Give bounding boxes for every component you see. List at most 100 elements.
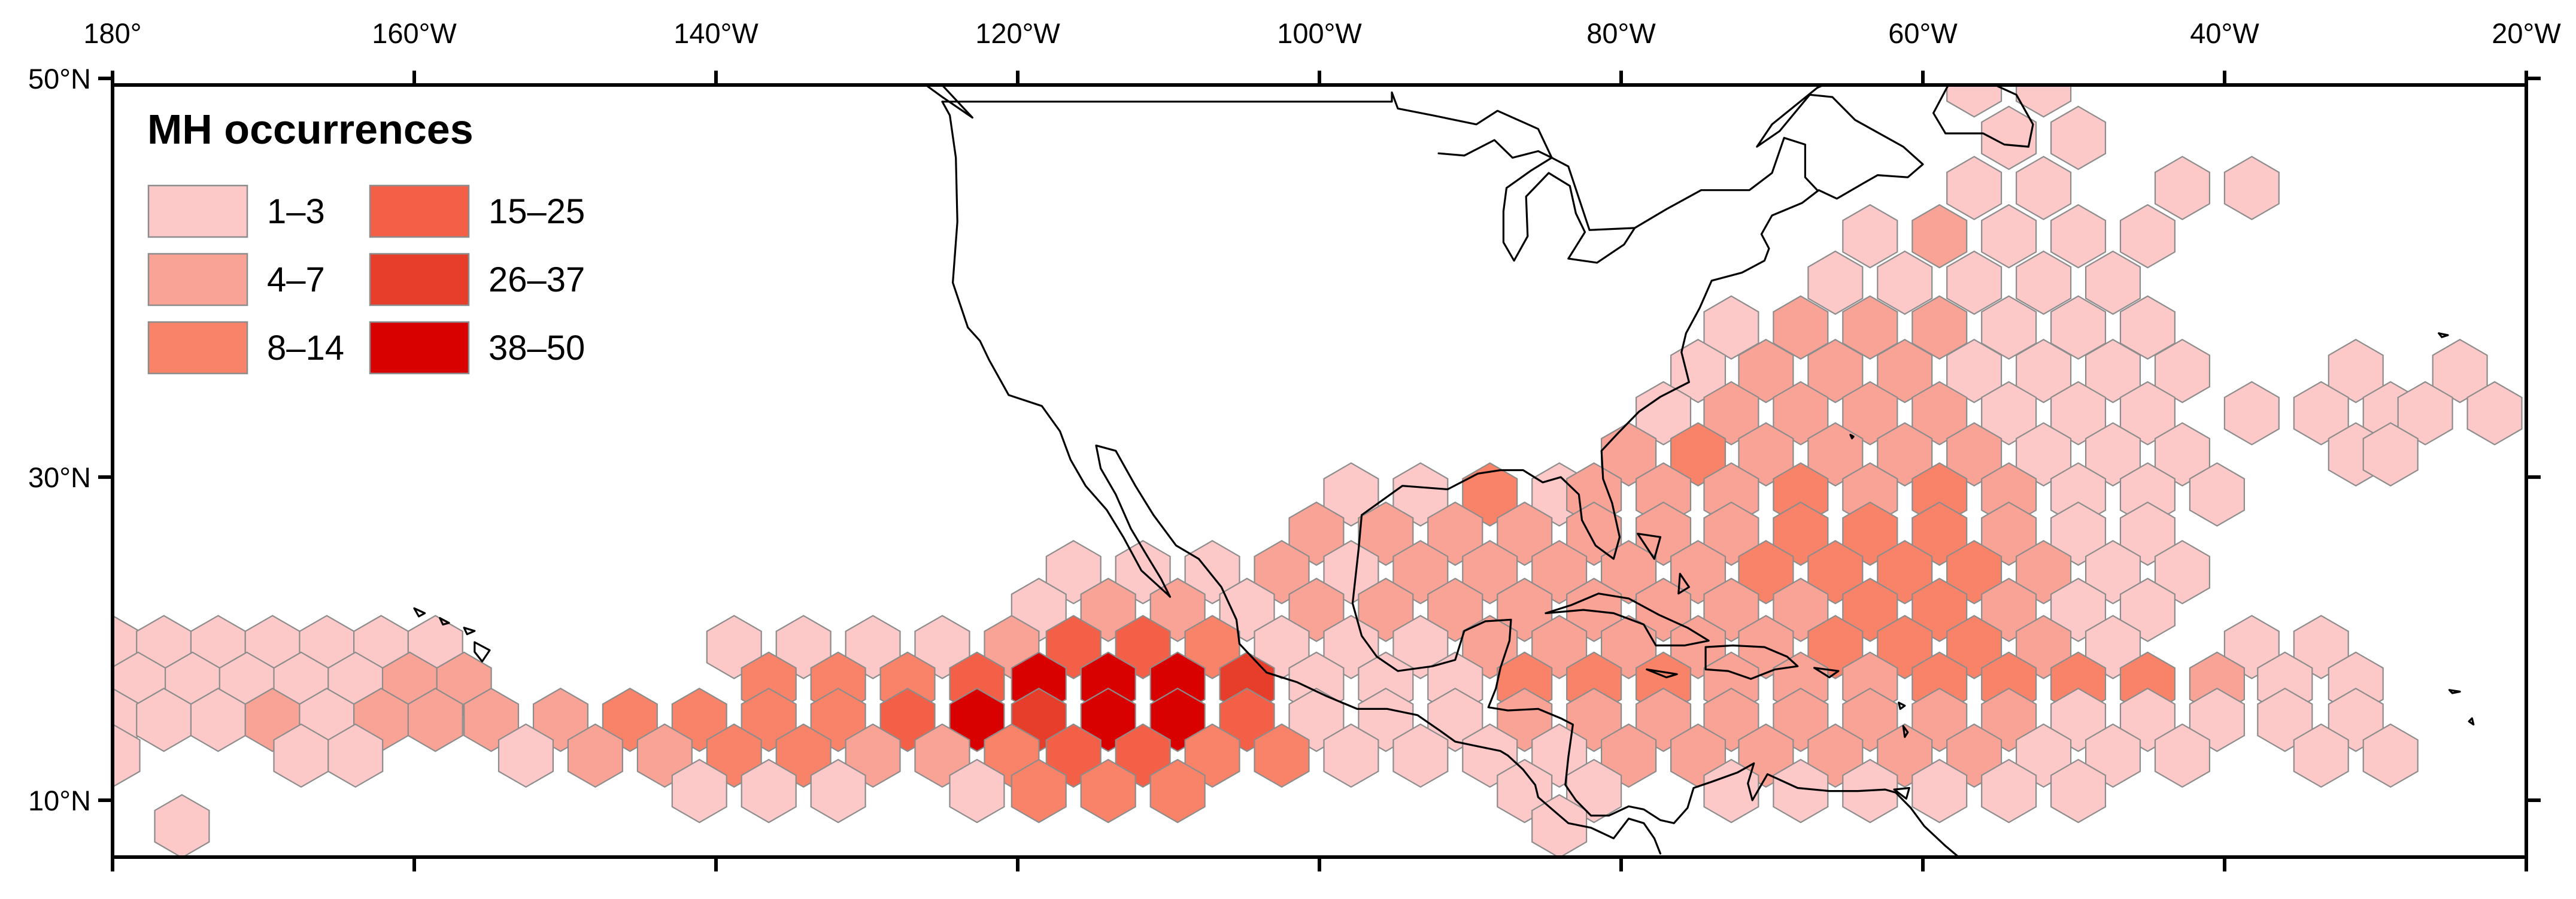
hex-cell: [1392, 540, 1449, 605]
hex-cell: [2050, 381, 2107, 446]
coastline: [463, 627, 476, 636]
hex-cell: [810, 687, 866, 752]
hex-cell: [1358, 578, 1414, 642]
hex-cell: [1981, 578, 2037, 642]
hex-cell: [1184, 540, 1240, 605]
coastline: [1813, 667, 1840, 679]
hex-cell: [1531, 540, 1588, 605]
coastline: [2569, 426, 2576, 432]
hex-cell: [1427, 687, 1483, 752]
hex-cell: [1981, 204, 2037, 269]
hex-cell: [2154, 339, 2210, 403]
longitude-tick-label: 140°W: [673, 17, 758, 49]
hex-cell: [1911, 501, 1968, 566]
hex-cell: [2085, 615, 2141, 679]
legend-swatch: [147, 253, 248, 306]
hex-cell: [407, 687, 463, 752]
legend-swatch: [369, 253, 470, 306]
hex-cell: [154, 794, 210, 857]
hex-cell: [1566, 687, 1622, 752]
hex-cell: [1911, 295, 1968, 360]
hex-cell: [2016, 615, 2072, 679]
hex-cell: [2050, 578, 2107, 642]
hex-cell: [1773, 687, 1829, 752]
hex-cell: [1911, 381, 1968, 446]
hex-cell: [671, 687, 727, 752]
hex-cell: [2154, 540, 2210, 605]
hex-cell: [2328, 687, 2384, 752]
hex-cell: [1877, 422, 1933, 487]
longitude-tick-label: 80°W: [1586, 17, 1656, 49]
hex-cell: [1807, 250, 1864, 315]
top-longitude-axis: 180° 160°W 140°W 120°W 100°W 80°W 60°W 40°W 20°W: [83, 17, 2561, 85]
hex-cell: [2223, 615, 2280, 679]
hex-cell: [1946, 422, 2002, 487]
hex-cell: [1323, 615, 1379, 679]
coastline: [2448, 689, 2461, 694]
legend-label: 26–37: [489, 260, 585, 299]
legend-swatch: [147, 321, 248, 375]
hex-cell: [1946, 156, 2002, 220]
right-latitude-axis: [2526, 77, 2541, 802]
hex-cell: [1080, 758, 1136, 824]
coastline: [1351, 514, 1961, 857]
hex-cell: [1045, 615, 1102, 679]
hex-cell: [1946, 250, 2002, 315]
coastline: [474, 641, 491, 663]
hex-cell: [2397, 381, 2453, 446]
longitude-tick-label: 120°W: [975, 17, 1060, 49]
hex-cell: [1080, 578, 1136, 642]
hex-cell: [2362, 723, 2419, 788]
coastline: [941, 91, 1819, 231]
hex-cell: [1149, 578, 1206, 642]
hex-cell: [2223, 156, 2280, 220]
latitude-tick-label: 30°N: [28, 461, 91, 493]
hex-cell: [2119, 578, 2176, 642]
hex-cell: [1358, 501, 1414, 566]
hex-cell: [1703, 578, 1759, 642]
coastline-layer: [413, 85, 2576, 857]
coastline: [1704, 644, 1799, 680]
coastline: [1849, 433, 1855, 439]
hex-cell: [1807, 615, 1864, 679]
hex-cell: [1946, 540, 2002, 605]
hex-cell: [1288, 501, 1345, 566]
hex-cell: [2016, 540, 2072, 605]
hex-cell: [2189, 687, 2245, 752]
hex-cell: [2362, 422, 2419, 487]
hex-cell: [1149, 758, 1206, 824]
hex-cell: [2223, 381, 2280, 446]
hex-cell: [2119, 204, 2176, 269]
hex-cell: [914, 615, 970, 679]
coastline: [1902, 725, 1909, 738]
hex-cell-layer: [113, 85, 2523, 857]
legend-label: 4–7: [267, 260, 325, 299]
legend-label: 38–50: [489, 329, 585, 368]
hex-cell: [1703, 381, 1759, 446]
coastline: [1893, 786, 1910, 800]
hex-cell: [1981, 758, 2037, 824]
hex-cell: [1080, 687, 1136, 752]
coastline: [1637, 533, 1662, 560]
coastline: [1646, 668, 1678, 679]
hex-cell: [1703, 758, 1759, 824]
hex-cell: [1462, 615, 1518, 679]
legend-label: 15–25: [489, 192, 585, 231]
hex-cell: [532, 687, 589, 752]
coastline: [1361, 85, 1924, 560]
hex-cell: [2466, 381, 2523, 446]
hex-cell: [1773, 295, 1829, 360]
hex-cell: [2293, 381, 2349, 446]
hex-cell: [1842, 687, 1898, 752]
coastline: [924, 85, 973, 119]
hex-cell: [1946, 339, 2002, 403]
hex-cell: [706, 615, 762, 679]
hex-cell: [1670, 422, 1727, 487]
hex-cell: [1981, 381, 2037, 446]
hex-cell: [741, 758, 797, 824]
coastline: [2468, 717, 2475, 726]
legend-items: 1–3 4–7 8–14 15–25 26–37 38–50: [147, 184, 585, 375]
coastline: [941, 101, 1662, 855]
hex-cell: [1946, 85, 2002, 118]
